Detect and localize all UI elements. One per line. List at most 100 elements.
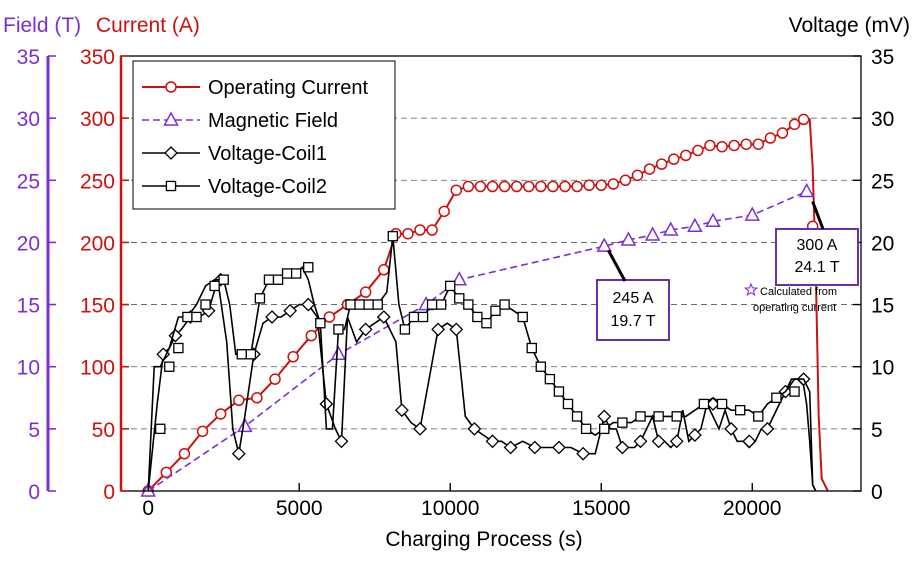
voltage-coil2-marker [263, 274, 275, 285]
current-tick-label: 150 [80, 295, 115, 318]
voltage-coil2-marker [399, 324, 411, 335]
operating-current-marker [559, 180, 571, 193]
operating-current-marker [655, 158, 668, 170]
operating-current-marker [788, 118, 801, 131]
operating-current-marker [251, 392, 263, 404]
voltage-coil2-marker [281, 268, 293, 279]
field-tick-label: 35 [17, 46, 40, 69]
operating-current-marker [728, 139, 740, 152]
field-tick-label: 5 [28, 419, 40, 442]
voltage-coil2-marker [209, 280, 220, 292]
annotation-arrow [811, 200, 825, 230]
operating-current-marker [178, 447, 191, 460]
voltage-coil1-marker [485, 434, 500, 449]
voltage-coil2-marker [417, 311, 429, 323]
magnetic-field-marker [237, 417, 253, 433]
voltage-tick-label: 0 [871, 481, 883, 504]
voltage-coil2-marker [753, 411, 764, 422]
operating-current-marker [160, 466, 173, 479]
voltage-coil1-marker [413, 421, 427, 436]
voltage-axis-title: Voltage (mV) [789, 14, 910, 37]
voltage-coil2-marker [526, 342, 537, 354]
voltage-coil2-marker [245, 349, 257, 360]
operating-current-marker [233, 394, 245, 407]
operating-current-marker [797, 113, 810, 126]
voltage-coil2-marker [599, 423, 610, 435]
annotation-text: 300 A [797, 237, 838, 254]
field-tick-label: 15 [17, 295, 40, 318]
operating-current-marker [269, 373, 281, 385]
series-layer [140, 113, 829, 497]
voltage-coil2-marker [290, 268, 302, 279]
voltage-coil2-marker [236, 349, 248, 360]
voltage-coil1-marker [376, 310, 391, 324]
voltage-coil2-marker [671, 411, 682, 422]
voltage-coil1-marker [467, 421, 482, 436]
voltage-coil2-marker [535, 361, 547, 372]
voltage-coil2-marker [571, 411, 583, 422]
operating-current-marker [692, 144, 704, 157]
voltage-coil1-marker [231, 446, 246, 461]
operating-current-marker [619, 174, 632, 187]
voltage-coil1-marker [597, 409, 612, 424]
operating-current-marker [704, 139, 716, 152]
operating-current-marker [474, 180, 487, 193]
voltage-coil2-marker [315, 317, 326, 329]
voltage-coil1-marker [265, 310, 279, 324]
voltage-coil2-marker [164, 361, 175, 372]
field-tick-label: 20 [17, 232, 40, 255]
annotation-text: 19.7 T [610, 313, 655, 330]
voltage-coil2-marker [363, 299, 374, 310]
voltage-coil1-marker [651, 434, 666, 449]
current-tick-label: 50 [92, 419, 115, 442]
operating-current-marker [523, 180, 535, 193]
operating-current-marker [547, 180, 559, 193]
operating-current-marker [196, 425, 209, 438]
operating-current-marker [776, 127, 789, 139]
voltage-coil2-marker [387, 230, 399, 242]
current-axis-title: Current (A) [96, 14, 200, 37]
operating-current-marker [323, 311, 336, 323]
operating-current-marker [643, 163, 656, 175]
annotation-text: 24.1 T [794, 259, 839, 276]
voltage-coil1-marker [760, 421, 775, 436]
operating-current-marker [414, 224, 426, 236]
magnetic-field-marker [451, 271, 468, 286]
current-tick-label: 100 [80, 357, 115, 380]
annotation-text: 245 A [613, 290, 654, 307]
field-tick-label: 0 [28, 481, 40, 504]
x-tick-label: 0 [142, 497, 154, 520]
operating-current-marker [450, 184, 463, 196]
voltage-coil1-marker [394, 403, 409, 418]
field-tick-label: 25 [17, 170, 40, 193]
voltage-coil1-marker [724, 421, 739, 436]
magnetic-field-marker [330, 345, 347, 361]
operating-current-marker [359, 286, 372, 298]
field-tick-label: 10 [17, 357, 40, 380]
operating-current-marker [498, 180, 511, 193]
magnetic-field-marker [644, 226, 661, 241]
voltage-coil2-marker [771, 392, 782, 403]
voltage-coil1-marker [358, 322, 373, 337]
operating-current-marker [571, 180, 583, 193]
voltage-coil2-marker [254, 293, 266, 304]
current-tick-label: 350 [80, 46, 115, 69]
operating-current-marker [595, 179, 607, 192]
magnetic-field-marker [596, 237, 613, 252]
voltage-coil2-marker [789, 386, 800, 397]
voltage-coil1-marker [687, 428, 702, 442]
voltage-coil2-marker [454, 293, 465, 304]
operating-current-marker [214, 408, 227, 420]
x-tick-label: 10000 [421, 497, 479, 520]
voltage-tick-label: 15 [871, 295, 894, 318]
voltage-coil2-marker [580, 423, 592, 435]
voltage-coil2-marker [490, 305, 501, 316]
legend-marker-voltage-coil2 [165, 180, 177, 192]
voltage-coil2-marker [372, 299, 383, 310]
annotation-note: Calculated from [760, 286, 837, 298]
operating-current-marker [667, 153, 680, 165]
voltage-coil1-marker [576, 446, 591, 461]
field-tick-label: 30 [17, 108, 40, 131]
voltage-coil1-marker [527, 440, 542, 455]
